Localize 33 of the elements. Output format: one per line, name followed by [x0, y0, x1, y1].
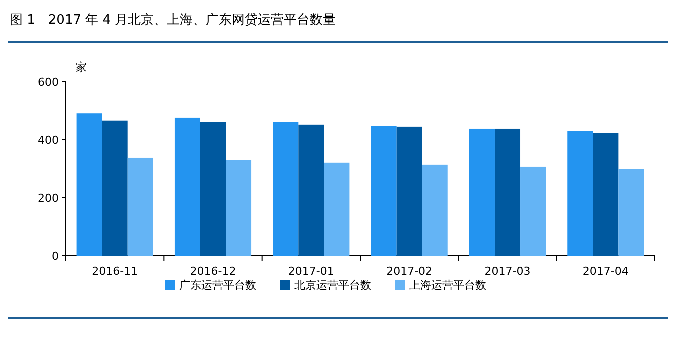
bar — [618, 169, 644, 256]
y-tick-label: 400 — [38, 134, 59, 147]
bar — [469, 128, 495, 256]
bar — [494, 128, 521, 256]
legend-label: 上海运营平台数 — [410, 279, 486, 292]
bar — [520, 166, 546, 256]
x-tick-label: 2017-04 — [582, 265, 629, 278]
bar — [593, 133, 619, 256]
bar — [174, 118, 200, 256]
bar — [422, 164, 448, 256]
bar — [226, 160, 252, 256]
x-tick-label: 2017-02 — [386, 265, 433, 278]
bar — [324, 162, 350, 256]
y-tick-label: 200 — [38, 192, 59, 205]
bar — [102, 120, 128, 256]
legend-label: 北京运营平台数 — [294, 279, 372, 292]
bar — [396, 126, 422, 256]
legend-label: 广东运营平台数 — [180, 279, 256, 292]
x-tick-label: 2017-03 — [484, 265, 531, 278]
bar — [76, 114, 102, 256]
y-tick-label: 0 — [52, 250, 59, 263]
bar — [273, 122, 299, 256]
bar — [298, 124, 324, 256]
bar — [200, 122, 226, 256]
bar — [371, 126, 397, 256]
x-tick-label: 2016-11 — [92, 265, 138, 278]
bar — [568, 131, 594, 256]
y-axis-title: 家 — [76, 61, 87, 74]
y-tick-label: 600 — [38, 76, 59, 89]
x-tick-label: 2016-12 — [190, 265, 236, 278]
x-tick-label: 2017-01 — [288, 265, 334, 278]
bar — [128, 158, 154, 256]
chart-title: 图 1 2017 年 4 月北京、上海、广东网贷运营平台数量 — [10, 13, 336, 28]
